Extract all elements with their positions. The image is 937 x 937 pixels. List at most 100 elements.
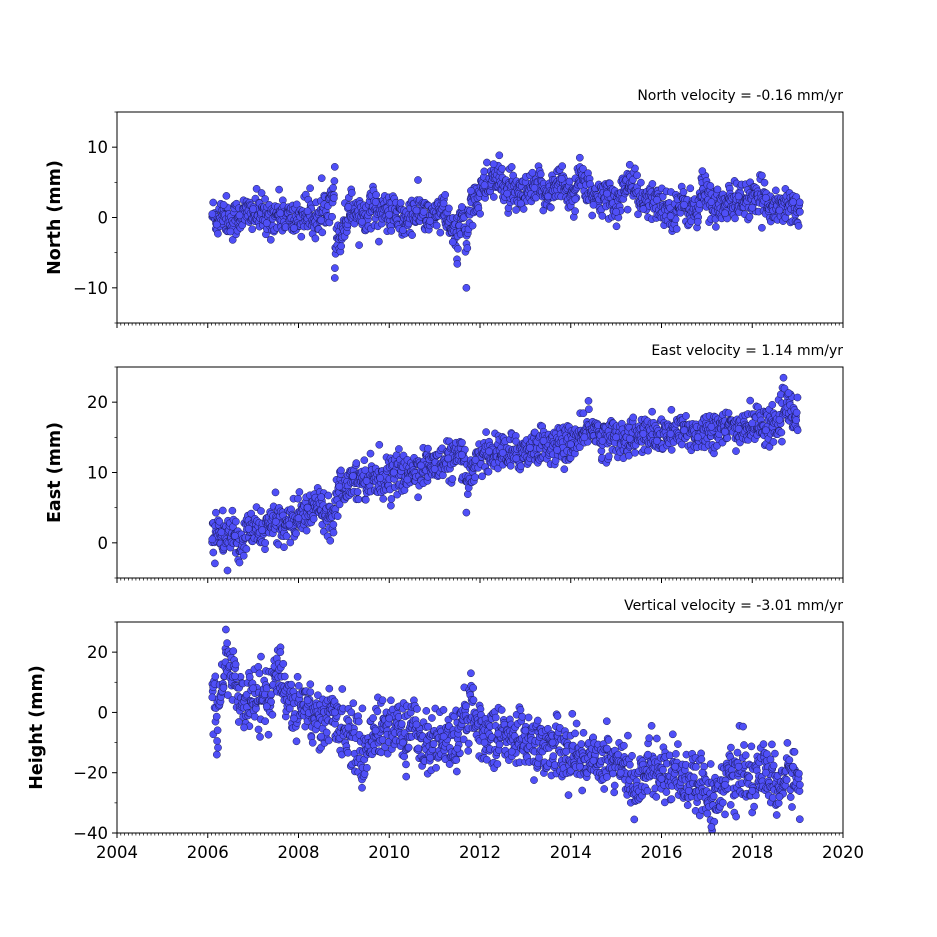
data-point <box>217 528 226 537</box>
data-point <box>280 543 288 552</box>
data-point <box>580 433 589 442</box>
data-point <box>303 696 312 705</box>
data-point <box>212 508 220 517</box>
data-point <box>458 438 466 447</box>
data-point <box>795 769 803 778</box>
data-point <box>645 734 654 742</box>
data-point <box>706 837 713 844</box>
data-point <box>571 729 579 738</box>
data-point <box>721 810 729 819</box>
data-point <box>344 723 353 732</box>
data-point <box>347 708 356 717</box>
east-y-axis-label: East (mm) <box>45 422 65 523</box>
data-point <box>493 760 502 768</box>
data-point <box>369 714 377 722</box>
data-point <box>214 229 222 238</box>
data-point <box>313 720 322 729</box>
data-point <box>349 472 357 480</box>
data-point <box>762 426 770 435</box>
data-point <box>562 747 571 756</box>
data-point <box>404 743 413 752</box>
data-point <box>612 433 620 442</box>
data-point <box>625 434 634 443</box>
data-point <box>667 795 676 803</box>
data-point <box>468 221 477 230</box>
data-point <box>503 189 512 198</box>
data-point <box>680 200 689 209</box>
data-point <box>707 198 716 206</box>
data-point <box>734 192 743 201</box>
data-point <box>620 741 628 750</box>
data-point <box>395 445 403 453</box>
data-point <box>355 241 363 249</box>
data-point <box>553 446 561 454</box>
data-point <box>565 177 574 186</box>
data-point <box>657 774 666 783</box>
data-point <box>792 408 801 417</box>
data-point <box>713 185 722 194</box>
data-point <box>512 454 521 463</box>
data-point <box>403 475 412 484</box>
data-point <box>329 183 337 192</box>
data-point <box>629 413 638 422</box>
data-point <box>566 440 575 449</box>
data-point <box>412 720 421 729</box>
data-point <box>344 203 353 211</box>
data-point <box>785 756 794 764</box>
x-tick-label: 2012 <box>459 843 501 862</box>
data-point <box>262 702 271 711</box>
data-point <box>213 726 222 735</box>
data-point <box>330 194 338 202</box>
data-point <box>690 773 698 782</box>
data-point <box>748 203 757 212</box>
data-point <box>485 447 493 456</box>
data-point <box>244 524 253 533</box>
data-point <box>309 515 318 523</box>
data-point <box>354 495 363 504</box>
data-point <box>317 732 326 741</box>
data-point <box>303 503 312 512</box>
data-point <box>760 178 769 187</box>
data-point <box>703 809 712 818</box>
data-point <box>698 768 707 777</box>
data-point <box>748 786 757 795</box>
data-point <box>560 465 569 474</box>
north-series <box>208 153 804 292</box>
data-point <box>290 714 298 723</box>
data-point <box>453 744 462 753</box>
data-point <box>458 203 466 211</box>
data-point <box>612 222 621 231</box>
data-point <box>302 526 311 535</box>
data-point <box>647 721 656 730</box>
data-point <box>747 742 756 751</box>
data-point <box>667 446 676 454</box>
data-point <box>482 755 491 764</box>
data-point <box>603 773 611 781</box>
data-point <box>358 217 366 226</box>
data-point <box>782 776 791 784</box>
data-point <box>209 548 218 557</box>
data-point <box>603 189 611 198</box>
data-point <box>271 517 280 526</box>
data-point <box>790 748 799 756</box>
data-point <box>682 412 690 420</box>
data-point <box>741 751 750 760</box>
data-point <box>294 494 302 503</box>
data-point <box>769 438 778 446</box>
data-point <box>507 163 516 171</box>
data-point <box>698 167 707 175</box>
data-point <box>794 222 803 230</box>
data-point <box>598 212 607 220</box>
data-point <box>745 213 754 221</box>
data-point <box>777 428 786 437</box>
data-point <box>412 206 421 215</box>
data-point <box>328 212 336 221</box>
data-point <box>467 669 475 678</box>
data-point <box>495 740 504 749</box>
data-point <box>734 762 743 771</box>
data-point <box>215 517 224 526</box>
data-point <box>354 717 363 726</box>
data-point <box>385 210 394 219</box>
data-point <box>795 815 804 824</box>
data-point <box>652 734 661 743</box>
